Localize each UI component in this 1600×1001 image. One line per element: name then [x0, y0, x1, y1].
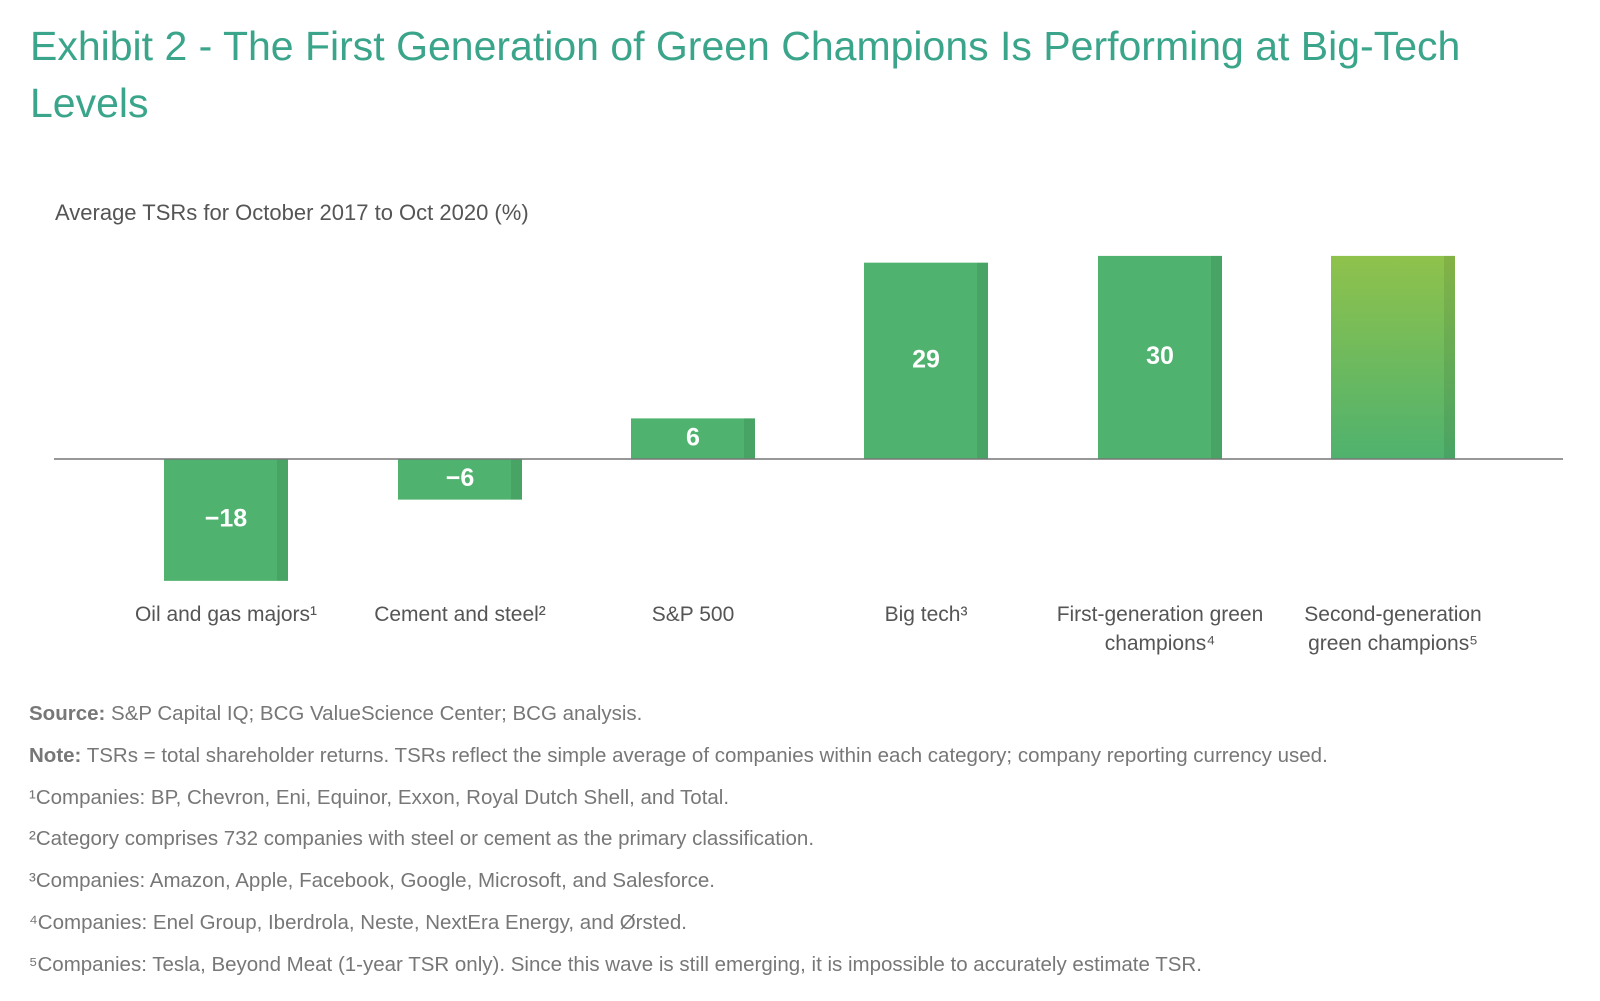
x-tick-label: First-generation green champions⁴ [1056, 603, 1264, 655]
value-label: 6 [686, 423, 700, 451]
chart-title: Exhibit 2 - The First Generation of Gree… [30, 23, 1461, 126]
footnote: ²Category comprises 732 companies with s… [29, 827, 815, 851]
note-text: S&P Capital IQ; BCG ValueScience Center;… [111, 702, 643, 725]
x-tick-label: S&P 500 [651, 603, 735, 626]
chart-subtitle: Average TSRs for October 2017 to Oct 202… [55, 200, 529, 225]
bar [631, 418, 755, 459]
bar-shade [511, 459, 522, 500]
note-label: Note: [29, 743, 82, 767]
value-label: −18 [205, 505, 248, 533]
notes: Source: S&P Capital IQ; BCG ValueScience… [29, 702, 1328, 995]
bar [1098, 255, 1222, 459]
x-tick-label: Second-generation green champions⁵ [1304, 603, 1482, 655]
value-label: 29 [912, 345, 940, 373]
source-note: Source: S&P Capital IQ; BCG ValueScience… [29, 702, 1328, 744]
x-tick-label: Cement and steel² [374, 603, 546, 626]
bar-shade [744, 418, 755, 459]
bar-shade [277, 459, 288, 581]
note-text: TSRs = total shareholder returns. TSRs r… [86, 743, 1328, 767]
footnote: ⁵Companies: Tesla, Beyond Meat (1-year T… [29, 952, 1202, 976]
value-label: 30 [1146, 342, 1174, 370]
note: Note: TSRs = total shareholder returns. … [29, 744, 1328, 786]
x-tick-label: Big tech³ [884, 603, 968, 626]
footnote: ¹Companies: BP, Chevron, Eni, Equinor, E… [29, 785, 730, 809]
bar [164, 459, 288, 581]
bar-shade [1444, 255, 1455, 459]
bar-shade [1211, 255, 1222, 459]
footnote: ⁴Companies: Enel Group, Iberdrola, Neste… [29, 910, 687, 934]
bar [398, 459, 522, 500]
x-tick-label: Oil and gas majors¹ [134, 603, 318, 626]
bar [1331, 255, 1455, 459]
value-label: −6 [446, 464, 475, 492]
note-label: Source: [29, 702, 106, 725]
footnote: ³Companies: Amazon, Apple, Facebook, Goo… [29, 869, 715, 893]
bar-shade [977, 262, 988, 459]
bar [864, 262, 988, 459]
